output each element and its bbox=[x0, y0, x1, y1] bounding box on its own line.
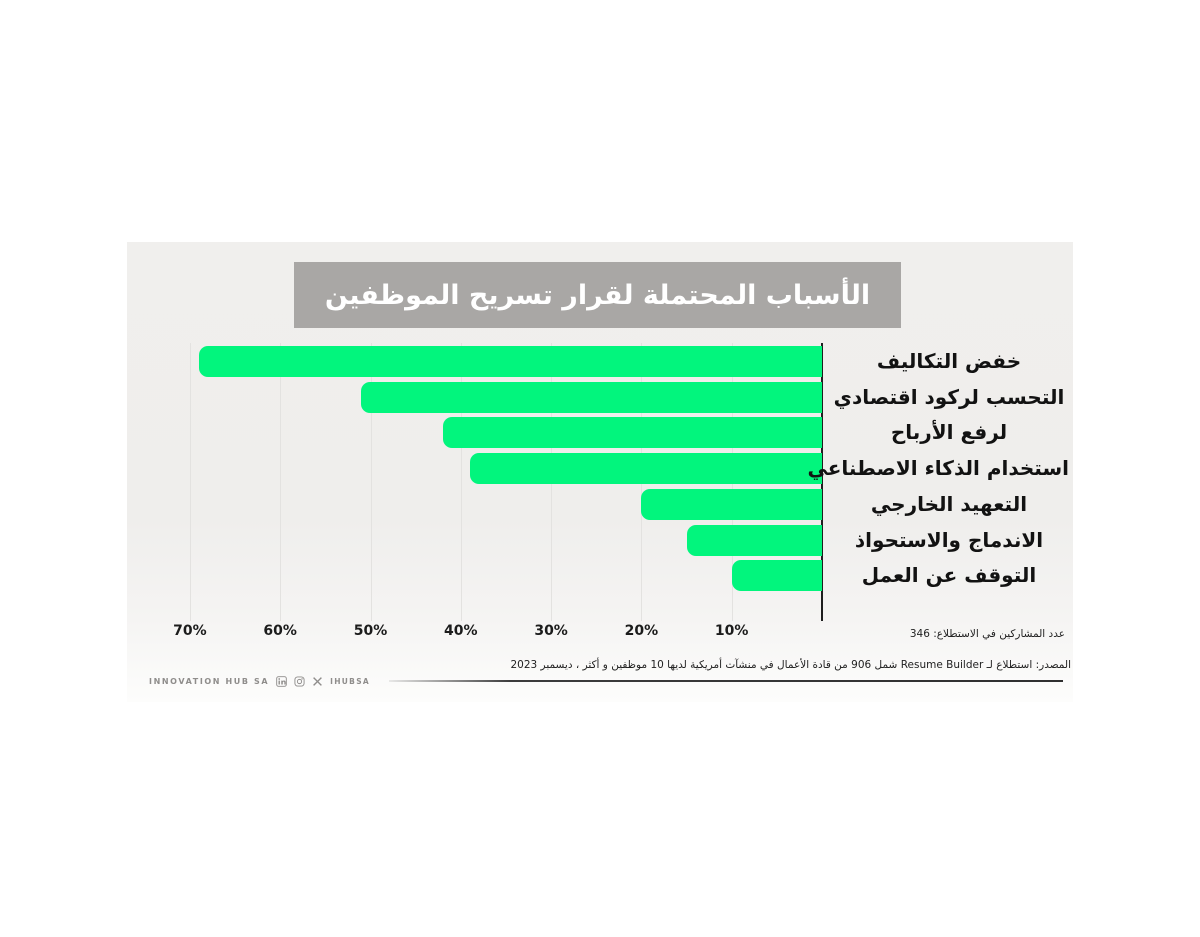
gridline bbox=[370, 343, 372, 621]
category-label: لرفع الأرباح bbox=[890, 420, 1008, 445]
social-handle: IHUBSA bbox=[330, 676, 371, 686]
x-tick-label: 50% bbox=[353, 623, 388, 639]
category-label: التوقف عن العمل bbox=[861, 563, 1037, 588]
x-tick-label: 10% bbox=[714, 623, 749, 639]
participants-note: عدد المشاركين في الاستطلاع: 346 bbox=[909, 628, 1065, 640]
x-icon bbox=[313, 676, 323, 686]
gridline bbox=[460, 343, 462, 621]
bar bbox=[469, 453, 822, 485]
instagram-icon bbox=[294, 675, 305, 687]
plot-area: 70% 60% 50% 40% 30% 20% 10% خفض التكاليف التحسب … bbox=[127, 242, 1073, 702]
linkedin-icon bbox=[276, 675, 287, 687]
x-tick-label: 40% bbox=[444, 623, 478, 639]
bar bbox=[686, 524, 822, 556]
category-label: التعهيد الخارجي bbox=[870, 491, 1028, 516]
y-axis-line bbox=[821, 343, 823, 621]
x-tick-label: 30% bbox=[534, 623, 568, 639]
gridline bbox=[189, 343, 191, 621]
x-tick-label: 70% bbox=[173, 623, 207, 639]
x-tick-label: 60% bbox=[263, 623, 297, 639]
bar bbox=[198, 346, 822, 377]
bar bbox=[731, 560, 822, 592]
category-label: خفض التكاليف bbox=[876, 349, 1022, 373]
x-tick-label: 20% bbox=[624, 623, 659, 639]
gridline bbox=[280, 343, 282, 621]
footer-divider-line bbox=[389, 680, 1063, 682]
bar bbox=[361, 381, 822, 413]
brand-wordmark: INNOVATION HUB SA bbox=[149, 676, 270, 686]
source-note: المصدر: استطلاع لـ Resume Builder شمل 90… bbox=[510, 659, 1071, 671]
chart-title: الأسباب المحتملة لقرار تسريح الموظفين bbox=[294, 262, 901, 328]
bar bbox=[641, 488, 822, 520]
infographic-card: الأسباب المحتملة لقرار تسريح الموظفين 70… bbox=[127, 242, 1073, 702]
category-label: الاندماج والاستحواذ bbox=[854, 527, 1044, 552]
footer-bar: INNOVATION HUB SA IHUBSA bbox=[149, 673, 1063, 689]
bar bbox=[442, 417, 822, 449]
category-label: التحسب لركود اقتصادي bbox=[833, 384, 1065, 409]
category-label: استخدام الذكاء الاصطناعي bbox=[807, 456, 1069, 481]
